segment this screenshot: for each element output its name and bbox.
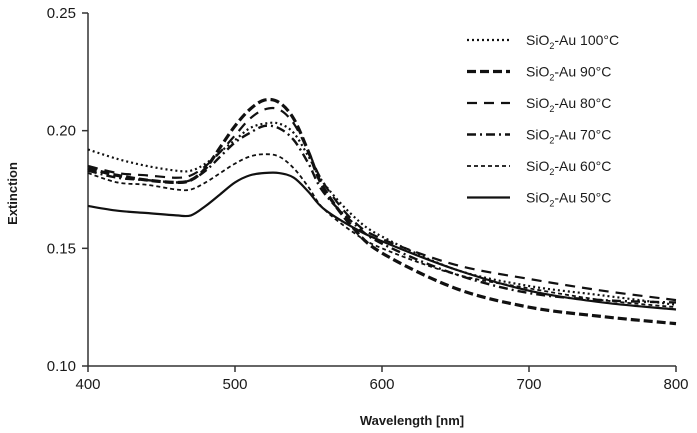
legend-label: SiO2-Au 90°C <box>526 64 611 83</box>
series-line-5 <box>87 171 677 311</box>
legend-label: SiO2-Au 60°C <box>526 158 611 177</box>
x-tick-label: 800 <box>663 376 688 393</box>
x-tick-label: 600 <box>369 376 394 393</box>
legend-label: SiO2-Au 70°C <box>526 127 611 146</box>
series-line-1 <box>87 97 677 326</box>
series-line-4 <box>87 153 677 309</box>
y-tick-label: 0.10 <box>47 358 76 375</box>
legend: SiO2-Au 100°C SiO2-Au 90°C SiO2-Au 80°C SiO… <box>467 32 619 209</box>
legend-label: SiO2-Au 50°C <box>526 190 611 209</box>
y-axis-title: Extinction <box>5 162 20 225</box>
x-tick-label: 400 <box>75 376 100 393</box>
y-tick-label: 0.20 <box>47 123 76 140</box>
legend-label: SiO2-Au 100°C <box>526 32 619 51</box>
x-tick-label: 700 <box>516 376 541 393</box>
y-tick-label: 0.25 <box>47 5 76 22</box>
x-tick-label: 500 <box>222 376 247 393</box>
series-layer <box>87 97 677 326</box>
series-line-3 <box>87 124 677 304</box>
axes: 0.10 0.15 0.20 0.25 400 500 600 700 800 <box>47 5 689 393</box>
series-line-2 <box>87 106 677 302</box>
series-line-0 <box>87 121 677 306</box>
y-tick-label: 0.15 <box>47 240 76 257</box>
x-axis-title: Wavelength [nm] <box>360 413 464 428</box>
legend-label: SiO2-Au 80°C <box>526 95 611 114</box>
